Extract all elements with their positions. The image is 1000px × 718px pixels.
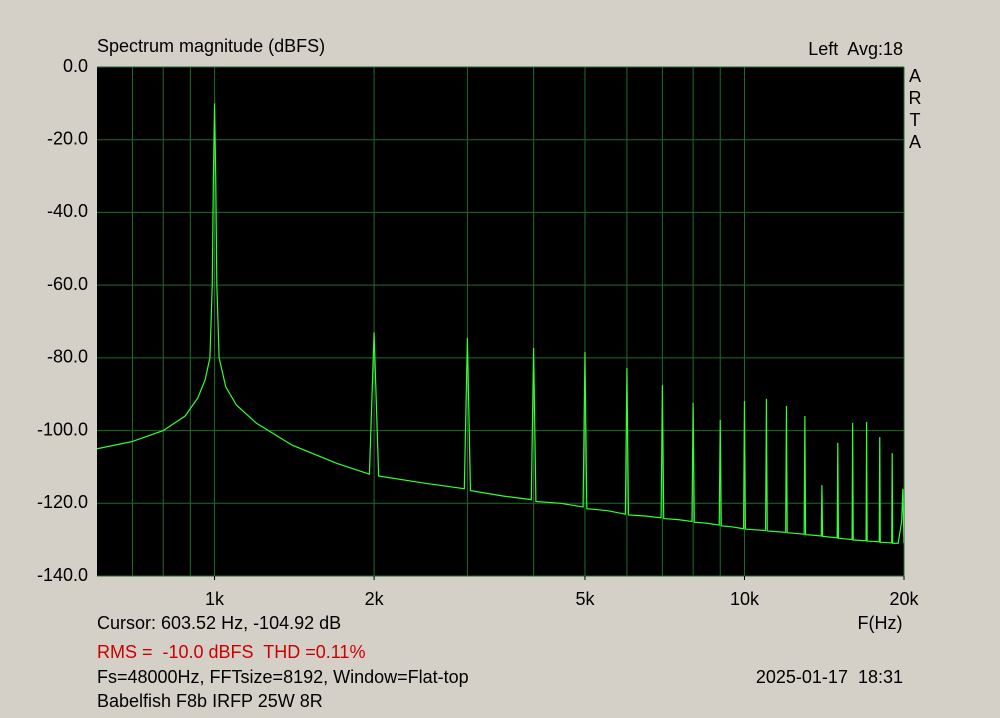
x-tick-label: 2k [365, 589, 385, 609]
y-tick-label: -80.0 [47, 347, 88, 367]
cursor-text: Cursor: 603.52 Hz, -104.92 dB [97, 613, 341, 633]
brand-letter: T [910, 110, 921, 130]
channel-info: Left Avg:18 [808, 39, 903, 59]
y-tick-label: -120.0 [37, 492, 88, 512]
y-tick-label: 0.0 [63, 56, 88, 76]
settings-text: Fs=48000Hz, FFTsize=8192, Window=Flat-to… [97, 667, 469, 687]
y-tick-label: -140.0 [37, 565, 88, 585]
x-axis-label: F(Hz) [858, 613, 903, 633]
device-text: Babelfish F8b IRFP 25W 8R [97, 691, 323, 711]
brand-letter: A [909, 66, 921, 86]
brand-letter: R [909, 88, 922, 108]
rms-text: RMS = -10.0 dBFS THD =0.11% [97, 642, 365, 662]
y-tick-label: -60.0 [47, 274, 88, 294]
y-tick-label: -20.0 [47, 128, 88, 148]
x-tick-label: 20k [889, 589, 919, 609]
brand-letter: A [909, 132, 921, 152]
plot-area [97, 67, 904, 576]
x-tick-label: 10k [730, 589, 760, 609]
y-tick-label: -40.0 [47, 201, 88, 221]
timestamp: 2025-01-17 18:31 [756, 667, 903, 687]
x-tick-label: 5k [575, 589, 595, 609]
chart-title: Spectrum magnitude (dBFS) [97, 36, 325, 56]
x-tick-label: 1k [205, 589, 225, 609]
y-tick-label: -100.0 [37, 419, 88, 439]
spectrum-line [97, 103, 904, 544]
